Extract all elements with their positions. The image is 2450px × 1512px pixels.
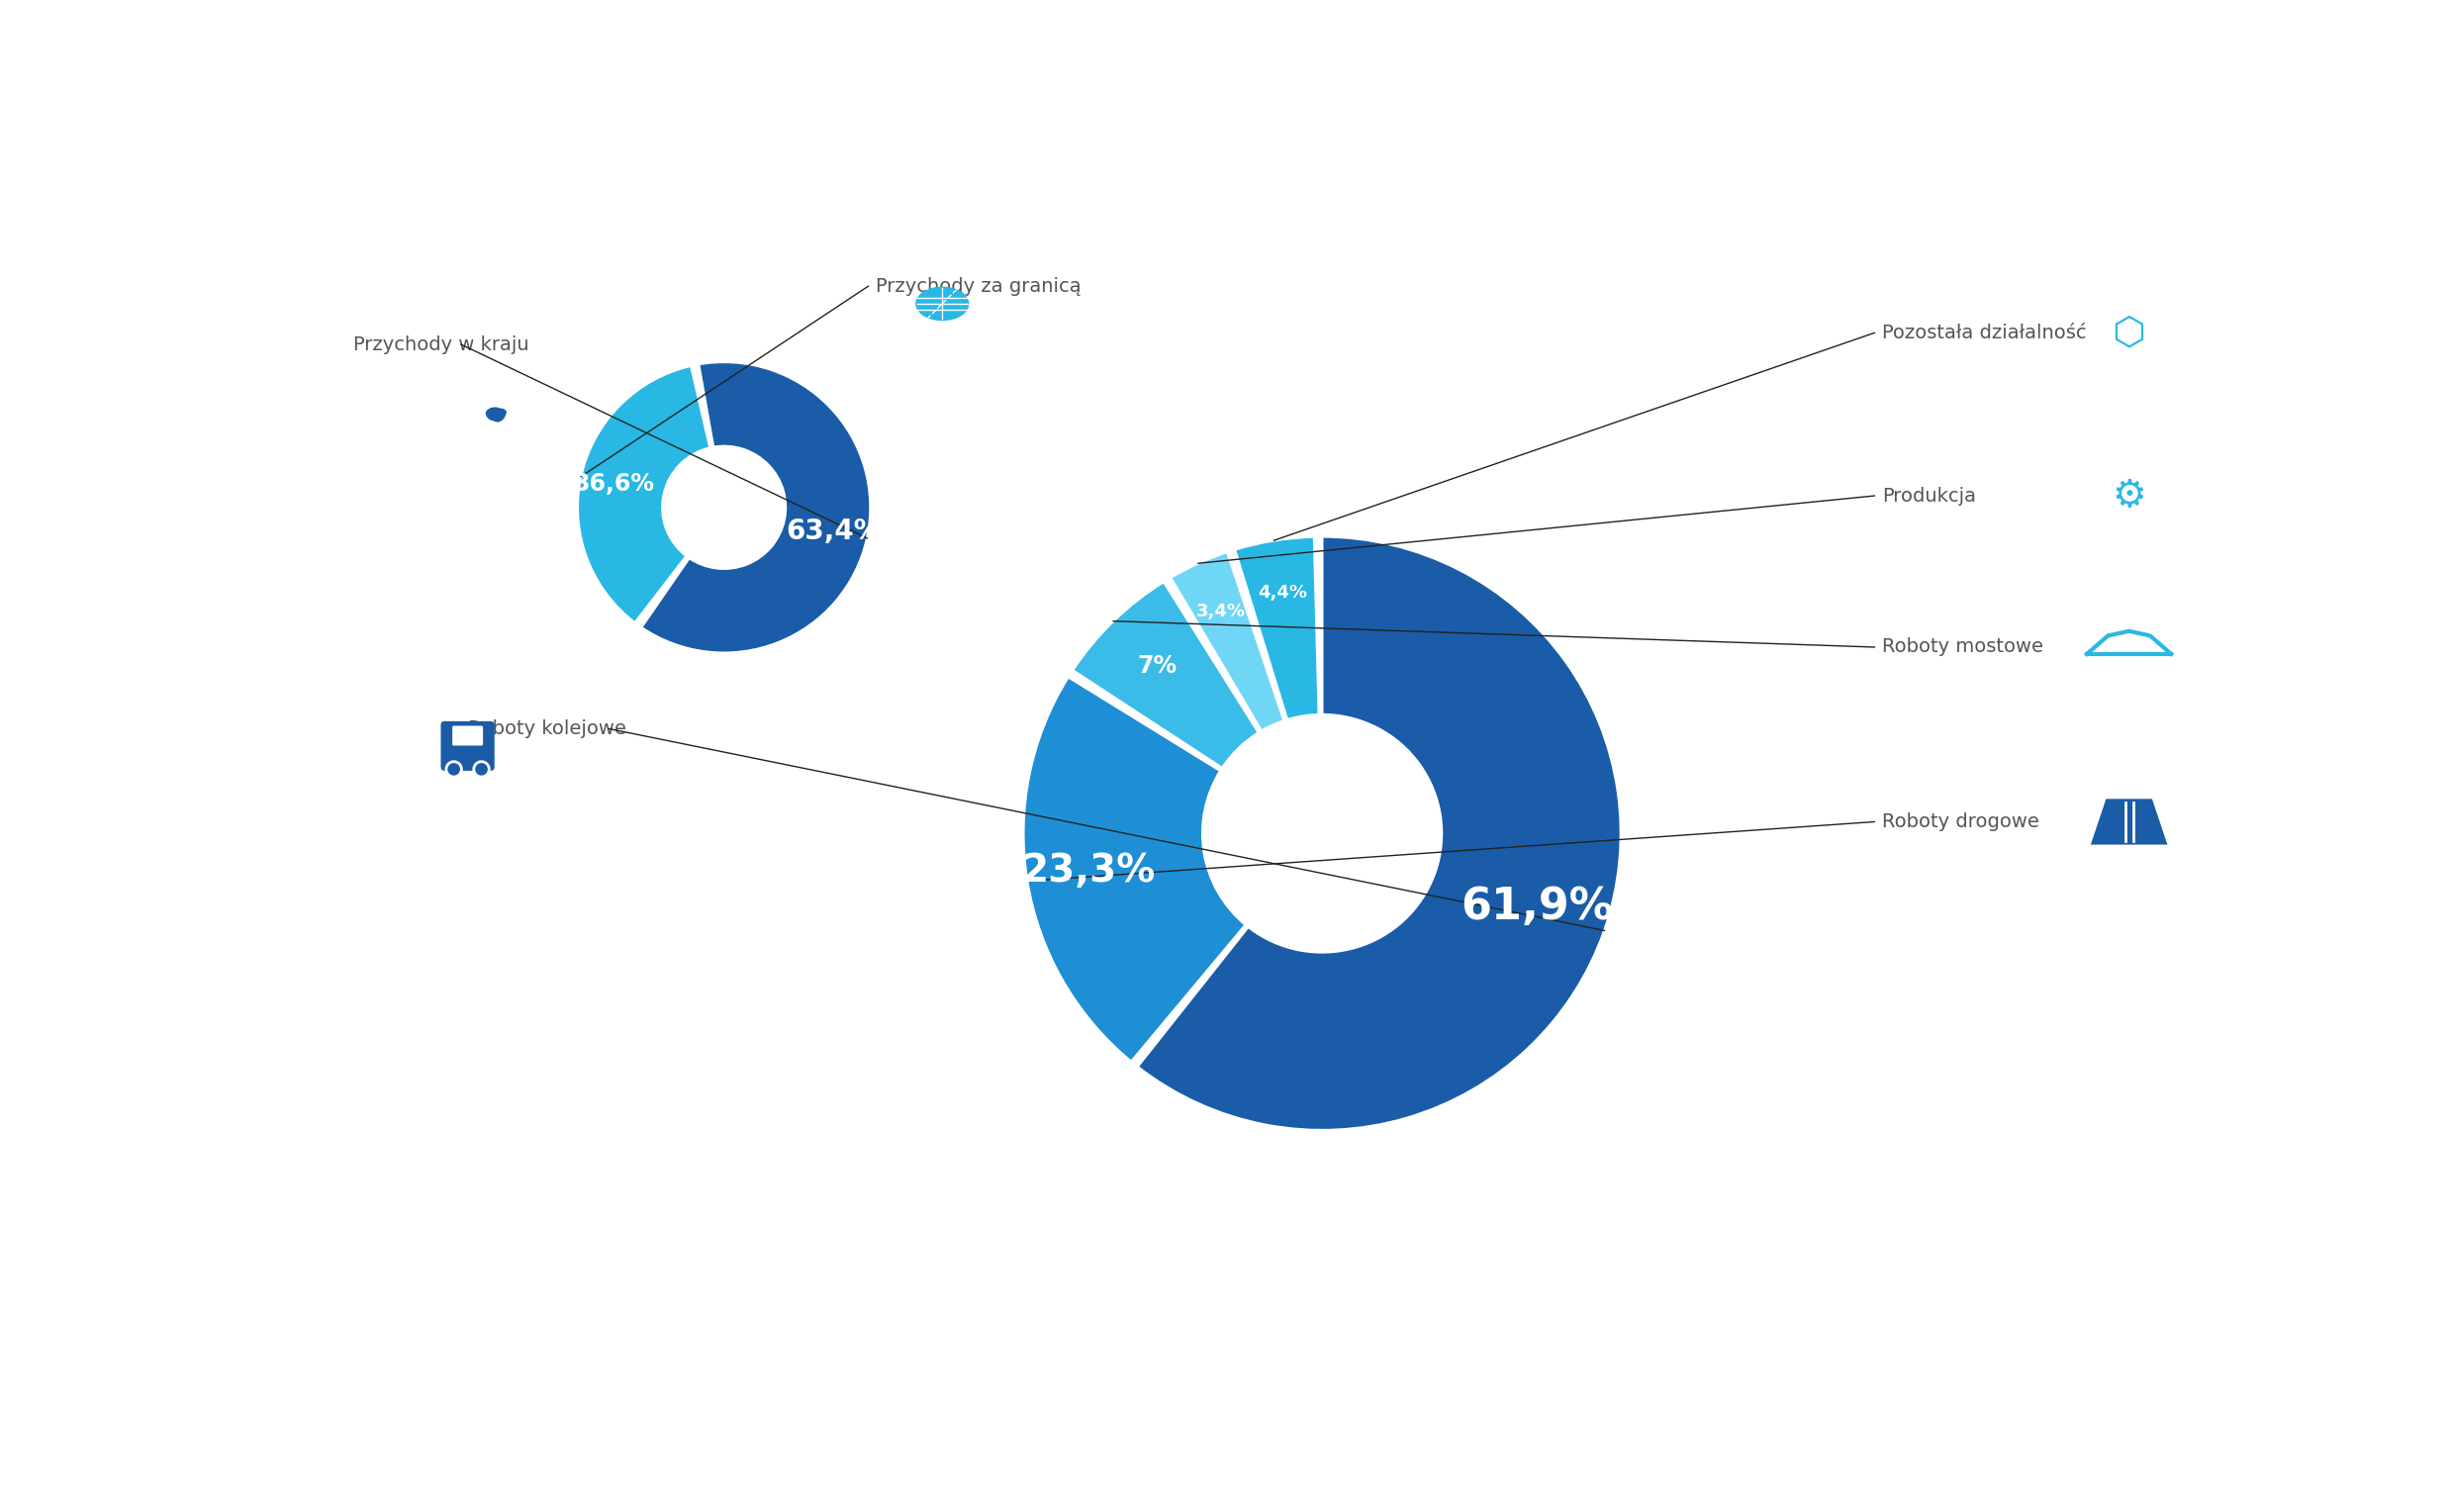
- Text: 4,4%: 4,4%: [1257, 584, 1308, 602]
- Wedge shape: [1171, 552, 1284, 732]
- FancyBboxPatch shape: [441, 721, 495, 771]
- Text: ⚙: ⚙: [2112, 476, 2146, 514]
- Wedge shape: [578, 366, 710, 623]
- Wedge shape: [642, 361, 870, 653]
- Text: 7%: 7%: [1137, 653, 1176, 677]
- Circle shape: [473, 762, 490, 777]
- Wedge shape: [1235, 537, 1318, 720]
- Wedge shape: [1024, 677, 1245, 1061]
- Text: Roboty mostowe: Roboty mostowe: [1882, 638, 2043, 656]
- Text: ⬡: ⬡: [2112, 314, 2146, 352]
- Polygon shape: [2090, 798, 2168, 845]
- Ellipse shape: [916, 287, 970, 321]
- Text: 3,4%: 3,4%: [1196, 603, 1245, 621]
- Text: Pozostała działalność: Pozostała działalność: [1882, 324, 2087, 342]
- Text: 63,4%: 63,4%: [786, 517, 882, 544]
- Text: 61,9%: 61,9%: [1460, 886, 1612, 928]
- Circle shape: [1203, 715, 1441, 953]
- Text: Przychody w kraju: Przychody w kraju: [353, 336, 529, 354]
- Polygon shape: [485, 407, 507, 422]
- Text: Produkcja: Produkcja: [1882, 487, 1977, 505]
- Wedge shape: [1073, 582, 1259, 768]
- Text: Roboty kolejowe: Roboty kolejowe: [468, 720, 625, 738]
- Circle shape: [662, 446, 786, 569]
- Text: Roboty drogowe: Roboty drogowe: [1882, 812, 2038, 832]
- Text: Przychody za granicą: Przychody za granicą: [877, 277, 1080, 296]
- Wedge shape: [1137, 537, 1622, 1131]
- Text: 36,6%: 36,6%: [573, 472, 654, 496]
- Text: 23,3%: 23,3%: [1022, 853, 1156, 891]
- FancyBboxPatch shape: [453, 726, 483, 745]
- Circle shape: [446, 762, 461, 777]
